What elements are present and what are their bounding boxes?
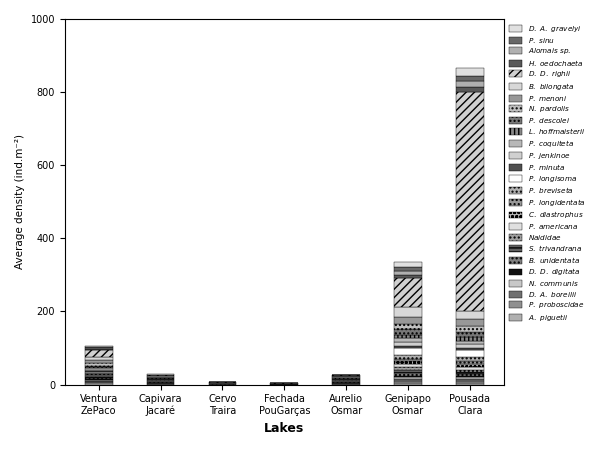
Bar <box>208 382 237 383</box>
Bar <box>394 379 422 381</box>
Bar <box>394 364 422 367</box>
Bar <box>394 377 422 379</box>
Bar <box>456 373 484 374</box>
Bar <box>456 361 484 364</box>
Bar <box>147 376 175 377</box>
Bar <box>85 379 113 380</box>
Bar <box>85 374 113 375</box>
Bar <box>85 349 113 350</box>
Bar <box>456 81 484 86</box>
Bar <box>147 375 175 376</box>
Bar <box>456 357 484 361</box>
Bar <box>85 382 113 383</box>
Bar <box>456 311 484 319</box>
Bar <box>394 381 422 382</box>
Bar <box>394 342 422 346</box>
Bar <box>85 367 113 369</box>
Bar <box>85 348 113 349</box>
Bar <box>394 329 422 335</box>
Bar <box>456 382 484 384</box>
Bar <box>456 364 484 367</box>
Bar <box>85 378 113 379</box>
Bar <box>456 92 484 311</box>
Bar <box>85 377 113 378</box>
Legend: $\it{D.\ A.\ gravelyi}$, $\it{P.\ sinu}$, $\it{Alomais\ sp.}$, $\it{H.\ oedochae: $\it{D.\ A.\ gravelyi}$, $\it{P.\ sinu}$… <box>507 22 587 324</box>
Bar <box>394 324 422 329</box>
Bar <box>456 377 484 379</box>
Bar <box>456 379 484 381</box>
Bar <box>85 363 113 365</box>
Bar <box>456 319 484 326</box>
Bar <box>394 367 422 370</box>
Bar <box>85 360 113 363</box>
Bar <box>456 369 484 373</box>
Bar <box>85 373 113 374</box>
Bar <box>85 347 113 348</box>
Bar <box>394 267 422 271</box>
Y-axis label: Average density (ind.m⁻²): Average density (ind.m⁻²) <box>15 134 25 269</box>
Bar <box>85 371 113 372</box>
Bar <box>85 380 113 381</box>
Bar <box>456 376 484 377</box>
Bar <box>85 381 113 382</box>
Bar <box>394 307 422 316</box>
Bar <box>456 367 484 369</box>
Bar <box>394 355 422 359</box>
Bar <box>394 262 422 267</box>
Bar <box>456 76 484 81</box>
Bar <box>85 375 113 376</box>
Bar <box>394 370 422 373</box>
Bar <box>394 361 422 364</box>
Bar <box>394 338 422 342</box>
Bar <box>85 369 113 370</box>
Bar <box>332 376 360 377</box>
Bar <box>456 381 484 382</box>
Bar <box>456 348 484 350</box>
Bar <box>147 377 175 378</box>
Bar <box>85 376 113 377</box>
Bar <box>394 316 422 324</box>
Bar <box>394 346 422 347</box>
Bar <box>456 68 484 76</box>
Bar <box>85 372 113 373</box>
Bar <box>456 374 484 376</box>
Bar <box>456 326 484 332</box>
Bar <box>456 344 484 348</box>
Bar <box>85 383 113 384</box>
X-axis label: Lakes: Lakes <box>264 422 305 435</box>
Bar <box>456 332 484 337</box>
Bar <box>85 365 113 367</box>
Bar <box>456 337 484 341</box>
Bar <box>85 350 113 357</box>
Bar <box>456 341 484 344</box>
Bar <box>394 382 422 384</box>
Bar <box>394 274 422 278</box>
Bar <box>394 347 422 355</box>
Bar <box>85 370 113 371</box>
Bar <box>394 376 422 377</box>
Bar <box>332 375 360 376</box>
Bar <box>394 278 422 307</box>
Bar <box>270 383 298 384</box>
Bar <box>456 350 484 357</box>
Bar <box>394 335 422 338</box>
Bar <box>85 346 113 347</box>
Bar <box>394 271 422 274</box>
Bar <box>394 373 422 376</box>
Bar <box>85 357 113 360</box>
Bar <box>456 86 484 92</box>
Bar <box>394 359 422 361</box>
Bar <box>332 377 360 378</box>
